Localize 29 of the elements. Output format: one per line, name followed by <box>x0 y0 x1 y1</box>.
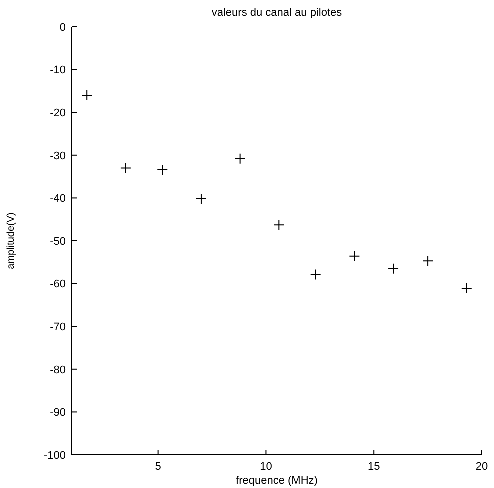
y-tick-label: -30 <box>50 150 66 162</box>
y-tick-label: -90 <box>50 407 66 420</box>
y-tick-label: -10 <box>50 64 66 77</box>
x-tick-label: 5 <box>155 461 162 473</box>
y-axis-title: amplitude(V) <box>6 212 17 270</box>
point <box>157 164 168 176</box>
x-tick-label: 20 <box>476 461 488 473</box>
point <box>82 90 93 101</box>
point <box>349 250 360 262</box>
x-tick-label: 10 <box>260 461 272 473</box>
y-tick-label: -50 <box>50 236 66 248</box>
x-axis-title: frequence (MHz) <box>236 475 318 487</box>
y-tick-label: -20 <box>50 107 66 120</box>
point <box>422 256 434 267</box>
chart-title: valeurs du canal au pilotes <box>212 7 343 19</box>
point <box>274 220 285 231</box>
y-tick-label: -70 <box>50 321 66 334</box>
point <box>388 263 400 274</box>
x-tick-label: 15 <box>368 461 380 473</box>
y-tick-label: -80 <box>50 364 66 376</box>
point <box>310 269 322 280</box>
point <box>120 162 132 174</box>
point <box>461 283 472 294</box>
y-tick-label: -60 <box>50 278 66 291</box>
y-tick-label: 0 <box>60 22 66 34</box>
y-tick-label: -40 <box>50 193 66 206</box>
y-tick-label: -100 <box>44 450 66 462</box>
point <box>234 153 246 164</box>
point <box>196 194 207 205</box>
